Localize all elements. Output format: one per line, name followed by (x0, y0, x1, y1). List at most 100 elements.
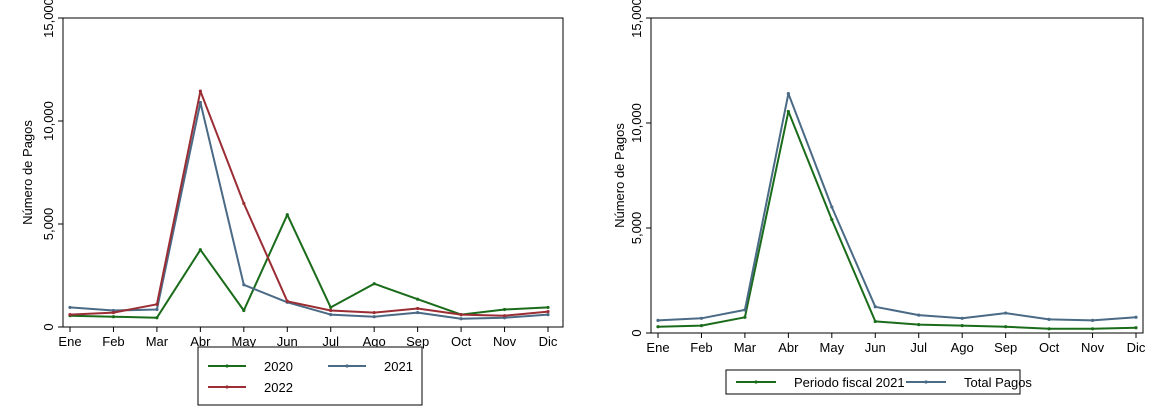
data-point (546, 313, 550, 317)
x-tick-label: Mar (146, 334, 169, 349)
series-line-2022 (69, 90, 549, 317)
legend-label: Periodo fiscal 2021 (794, 375, 905, 390)
data-point (155, 307, 159, 312)
legend-swatch-marker (345, 364, 349, 368)
data-point (242, 283, 246, 287)
x-tick-label: Feb (690, 340, 712, 355)
data-point (656, 325, 660, 329)
data-point (329, 308, 333, 313)
x-tick-label: Mar (734, 340, 757, 355)
legend-swatch-marker (225, 364, 229, 368)
legend-label: 2020 (264, 359, 293, 374)
data-point (873, 305, 877, 309)
data-point (242, 201, 246, 205)
legend-swatch-marker (754, 380, 758, 384)
data-point (1134, 326, 1138, 330)
plot-area-frame (650, 17, 1144, 334)
x-tick-label: Ago (951, 340, 974, 355)
data-point (416, 310, 420, 315)
x-tick-label: Abr (778, 340, 799, 355)
x-tick-label: Oct (451, 334, 472, 349)
y-tick-label: 5,000 (629, 212, 644, 245)
data-point (502, 314, 507, 318)
data-point (917, 323, 921, 327)
series-line-2021 (69, 101, 549, 320)
data-point (546, 309, 550, 314)
data-point (1004, 311, 1008, 315)
data-point (917, 313, 921, 317)
x-tick-label: Feb (102, 334, 124, 349)
data-point (329, 305, 333, 310)
data-point (416, 297, 420, 301)
x-tick-label: Ago (363, 334, 386, 349)
data-point (372, 310, 376, 315)
y-axis-title: Número de Pagos (612, 123, 627, 228)
data-point (1090, 318, 1095, 322)
legend-swatch-marker (924, 380, 928, 384)
x-tick-label: Jul (910, 340, 927, 355)
legend-label: 2021 (384, 359, 413, 374)
x-tick-label: Dic (539, 334, 558, 349)
data-point (546, 305, 550, 310)
x-tick-label: Nov (493, 334, 517, 349)
data-point (329, 313, 333, 317)
y-tick-label: 5,000 (41, 208, 56, 241)
payments-by-year-chart: 0 5,000 10,000 15,000 Número de Pagos Ene Feb M… (20, 0, 564, 406)
data-point (699, 324, 704, 328)
y-axis-title: Número de Pagos (20, 120, 35, 225)
right-chart-panel: 0 5,000 10,000 15,000 Número de Pagos Ene Feb M… (596, 0, 1153, 415)
data-point (830, 218, 834, 222)
data-point (68, 313, 72, 317)
x-tick-label: May (820, 340, 845, 355)
y-tick-label: 0 (629, 329, 644, 336)
data-point (372, 282, 376, 286)
data-point (960, 324, 964, 328)
data-point (155, 316, 159, 320)
x-tick-label: Sep (406, 334, 429, 349)
data-point (155, 302, 159, 306)
data-point (502, 307, 507, 312)
data-point (1047, 327, 1051, 331)
legend-box (197, 346, 423, 406)
data-point (111, 315, 116, 319)
x-tick-label: Jun (865, 340, 886, 355)
data-point (1047, 317, 1051, 321)
data-point (786, 109, 790, 114)
data-point (285, 213, 289, 217)
data-point (960, 316, 964, 320)
data-point (459, 313, 463, 317)
data-point (198, 248, 202, 252)
legend-label: 2022 (264, 380, 293, 395)
series-line-periodo-fiscal-2021 (657, 110, 1137, 330)
x-tick-label: Nov (1081, 340, 1105, 355)
data-point (198, 100, 202, 105)
y-tick-label: 10,000 (41, 101, 56, 141)
data-point (372, 315, 376, 319)
series-line-total-pagos (657, 92, 1137, 322)
x-tick-label: Ene (646, 340, 669, 355)
data-point (459, 317, 463, 321)
data-point (1004, 325, 1008, 329)
data-point (1090, 327, 1095, 331)
x-tick-label: Dic (1127, 340, 1146, 355)
data-point (416, 306, 420, 311)
data-point (743, 308, 747, 312)
fiscal-vs-total-chart: 0 5,000 10,000 15,000 Número de Pagos Ene Feb M… (612, 0, 1146, 395)
data-point (786, 92, 790, 96)
x-tick-label: Jun (277, 334, 298, 349)
data-point (68, 305, 72, 310)
y-tick-label: 0 (41, 323, 56, 330)
legend-swatch-marker (225, 385, 229, 389)
data-point (743, 315, 747, 319)
data-point (656, 318, 660, 322)
x-tick-label: May (232, 334, 257, 349)
data-point (699, 316, 704, 320)
data-point (285, 299, 289, 303)
data-point (242, 308, 246, 313)
x-tick-label: Jul (322, 334, 339, 349)
data-point (873, 319, 877, 324)
x-tick-label: Abr (190, 334, 211, 349)
y-tick-label: 10,000 (629, 103, 644, 143)
data-point (111, 310, 116, 315)
x-tick-label: Sep (994, 340, 1017, 355)
